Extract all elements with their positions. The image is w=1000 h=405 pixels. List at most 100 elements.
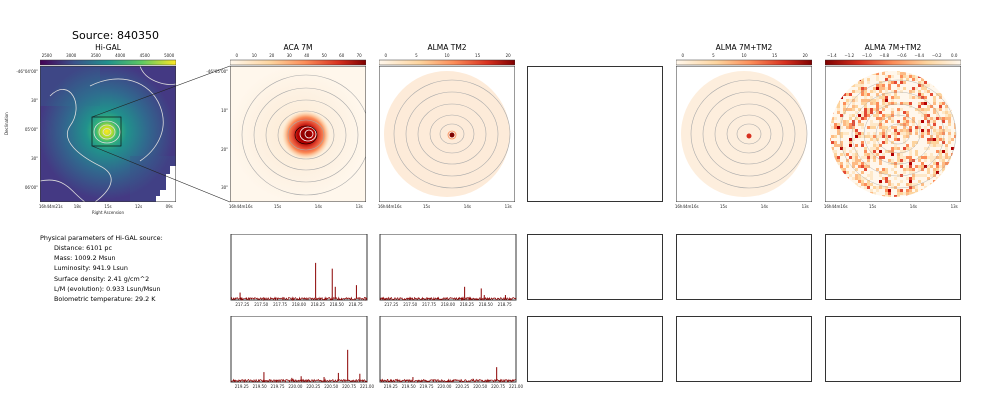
x-tick-label: 217.50 (403, 302, 417, 307)
tick-label: 10" (221, 107, 228, 113)
spectrum-frame (379, 234, 517, 301)
tick-label: 14s (760, 204, 768, 209)
x-tick-label: 220.50 (324, 384, 338, 389)
tick-label: 70 (356, 53, 362, 58)
x-tick-label: 219.25 (384, 384, 398, 389)
higal-yticks: -46°04'00" 30" 05'00" 30" 06'00" (0, 66, 40, 202)
info-bolometric-temperature: Bolometric temperature: 29.2 K (54, 295, 156, 304)
x-tick-label: 220.25 (306, 384, 320, 389)
tick-label: −1.4 (826, 53, 837, 58)
tick-label: 15 (772, 53, 778, 58)
tick-label: 15s (423, 204, 431, 209)
tick-label: 14s (909, 204, 917, 209)
tick-label: 3500 (90, 53, 101, 58)
tick-label: 30" (221, 185, 228, 191)
tick-label: -46°05'00" (206, 69, 228, 75)
tick-label: 15s (869, 204, 877, 209)
tick-label: 0 (235, 53, 239, 58)
alma-tm2-xticks: 16h44m16s 15s 14s 13s (377, 204, 515, 210)
tick-label: 20 (802, 53, 808, 58)
spectrum-baseline (379, 378, 517, 383)
tick-label: 20 (269, 53, 275, 58)
x-tick-label: 219.75 (420, 384, 434, 389)
tick-label: -46°04'00" (16, 69, 38, 75)
x-tick-label: 218.75 (498, 302, 512, 307)
alma-7m-tm2-b-map (825, 66, 961, 202)
tick-label: 0 (681, 53, 685, 58)
tick-label: 15s (720, 204, 728, 209)
tick-label: 18s (73, 204, 81, 209)
tick-label: −0.8 (879, 53, 890, 58)
x-tick-label: 220.00 (288, 384, 302, 389)
tick-label: 60 (339, 53, 345, 58)
x-tick-label: 217.25 (384, 302, 398, 307)
tick-label: 5 (415, 53, 418, 58)
alma-tm2-title: ALMA TM2 (427, 43, 467, 52)
tick-label: 05'00" (24, 127, 38, 133)
tick-label: −1.2 (844, 53, 855, 58)
x-tick-label: 220.50 (473, 384, 487, 389)
alma-7m-tm2-map (676, 66, 812, 202)
tick-label: 10 (741, 53, 747, 58)
x-tick-label: 218.00 (292, 302, 306, 307)
tick-label: 0 (384, 53, 388, 58)
x-tick-label: 218.25 (311, 302, 325, 307)
x-tick-label: 219.50 (402, 384, 416, 389)
x-tick-label: 220.00 (437, 384, 451, 389)
higal-title: Hi-GAL (95, 43, 121, 52)
tick-label: −0.4 (914, 53, 925, 58)
alma-7m-tm2-b-colorbar-ticks: −1.4 −1.2 −1.0 −0.8 −0.6 −0.4 −0.2 0.0 (825, 53, 961, 59)
spectrum-alma-tm2-row1: 010203040217.25217.50217.75218.00218.252… (379, 234, 517, 307)
aca-title: ACA 7M (283, 43, 313, 52)
tick-label: 13s (801, 204, 809, 209)
tick-label: 4000 (115, 53, 126, 58)
tick-label: 10 (251, 53, 257, 58)
source-title: Source: 840350 (72, 29, 159, 42)
spectrum-baseline (230, 378, 368, 383)
x-tick-label: 217.75 (422, 302, 436, 307)
info-heading: Physical parameters of Hi-GAL source: (40, 234, 163, 242)
x-tick-label: 217.75 (273, 302, 287, 307)
x-tick-label: 221.00 (360, 384, 374, 389)
tick-label: 13s (355, 204, 363, 209)
tick-label: 4500 (139, 53, 150, 58)
empty-spectrum-panel (676, 234, 812, 300)
alma-tm2-map (379, 66, 515, 202)
tick-label: 16h44m16s (823, 204, 848, 209)
aca-yticks: -46°05'00" 10" 20" 30" (190, 66, 230, 202)
alma-7m-tm2-colorbar-ticks: 0 5 10 15 20 (676, 53, 812, 59)
tick-label: 5 (712, 53, 715, 58)
tick-label: 20" (221, 146, 228, 152)
spectrum-alma-tm2-row2: 010203040219.25219.50219.75220.00220.252… (379, 316, 523, 389)
x-tick-label: 218.25 (460, 302, 474, 307)
tick-label: 10 (444, 53, 450, 58)
higal-xlabel: Right Ascension (92, 210, 124, 215)
tick-label: −1.0 (861, 53, 872, 58)
tick-label: 0.0 (951, 53, 958, 58)
aca-map (230, 66, 366, 202)
info-mass: Mass: 1009.2 Msun (54, 254, 116, 263)
spectrum-baseline (379, 296, 517, 302)
info-lm-evolution: L/M (evolution): 0.933 Lsun/Msun (54, 284, 161, 293)
info-lines: Distance: 6101 pc Mass: 1009.2 Msun Lumi… (54, 243, 161, 304)
aca-colorbar (230, 59, 366, 66)
spectrum-aca-row1: 01234217.25217.50217.75218.00218.25218.5… (230, 234, 368, 307)
tick-label: 50 (321, 53, 327, 58)
tick-label: 30" (31, 156, 38, 162)
higal-map (40, 66, 176, 202)
info-luminosity: Luminosity: 941.9 Lsun (54, 264, 128, 273)
empty-spectrum-panel (825, 316, 961, 382)
x-tick-label: 220.75 (491, 384, 505, 389)
tick-label: −0.6 (896, 53, 907, 58)
tick-label: 5000 (164, 53, 175, 58)
tick-label: 09s (165, 204, 173, 209)
aca-xticks: 16h44m16s 15s 14s 13s (229, 204, 366, 210)
tick-label: 40 (304, 53, 310, 58)
spectrum-baseline (230, 296, 368, 302)
tick-label: 16h44m16s (377, 204, 402, 209)
higal-xticks: 16h44m21s 18s 15s 12s 09s (39, 204, 176, 210)
tick-label: 06'00" (24, 185, 38, 191)
tick-label: 14s (314, 204, 322, 209)
x-tick-label: 220.75 (342, 384, 356, 389)
x-tick-label: 221.00 (509, 384, 523, 389)
